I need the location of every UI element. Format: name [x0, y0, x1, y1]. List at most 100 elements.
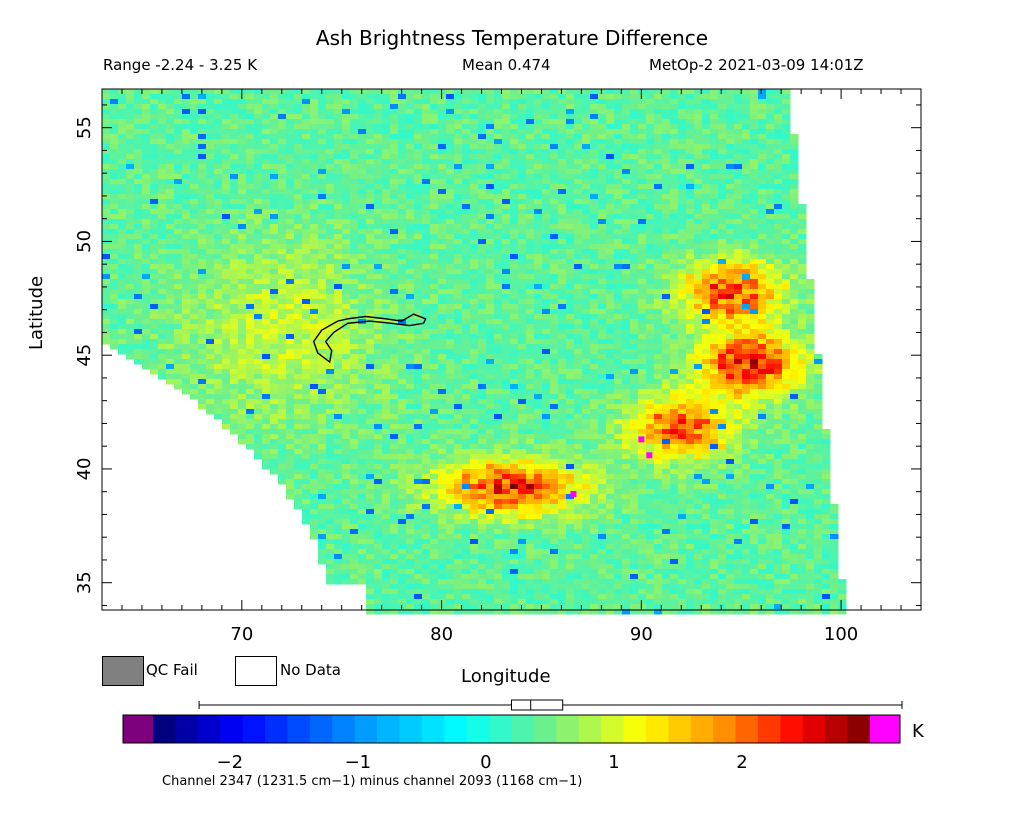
heatmap-cell	[150, 349, 159, 355]
heatmap-cell	[718, 189, 727, 195]
heatmap-cell	[374, 359, 383, 365]
heatmap-cell	[590, 314, 599, 320]
heatmap-cell	[446, 249, 455, 255]
heatmap-cell	[710, 229, 719, 235]
heatmap-cell	[582, 214, 591, 220]
heatmap-cell	[198, 239, 207, 245]
heatmap-cell	[782, 164, 791, 170]
heatmap-cell	[110, 189, 119, 195]
heatmap-cell	[670, 239, 679, 245]
heatmap-cell	[166, 119, 175, 125]
heatmap-cell	[334, 279, 343, 285]
heatmap-cell	[150, 259, 159, 265]
heatmap-cell	[246, 294, 255, 300]
heatmap-cell	[406, 289, 415, 295]
heatmap-cell	[462, 344, 471, 350]
heatmap-cell	[694, 314, 703, 320]
heatmap-cell	[454, 264, 463, 270]
heatmap-cell	[590, 369, 599, 375]
heatmap-cell	[422, 294, 431, 300]
heatmap-cell	[390, 164, 399, 170]
heatmap-cell	[782, 169, 791, 175]
heatmap-cell	[550, 194, 559, 200]
heatmap-cell	[406, 254, 415, 260]
heatmap-cell	[414, 279, 423, 285]
heatmap-cell	[534, 89, 543, 95]
heatmap-cell	[350, 154, 359, 160]
heatmap-cell	[230, 194, 239, 200]
heatmap-cell	[246, 344, 255, 350]
heatmap-cell	[726, 249, 735, 255]
heatmap-cell	[478, 364, 487, 370]
heatmap-cell	[214, 194, 223, 200]
heatmap-cell	[766, 314, 775, 320]
heatmap-cell	[742, 359, 751, 365]
heatmap-cell	[102, 184, 111, 190]
heatmap-cell	[526, 209, 535, 215]
heatmap-cell	[734, 104, 743, 110]
heatmap-cell	[238, 149, 247, 155]
heatmap-cell	[518, 209, 527, 215]
heatmap-cell	[646, 294, 655, 300]
heatmap-cell	[702, 354, 711, 360]
heatmap-cell	[798, 359, 807, 365]
heatmap-cell	[182, 109, 191, 115]
heatmap-cell	[646, 124, 655, 130]
heatmap-cell	[374, 164, 383, 170]
heatmap-cell	[550, 159, 559, 165]
heatmap-cell	[550, 209, 559, 215]
heatmap-cell	[406, 219, 415, 225]
heatmap-cell	[510, 329, 519, 335]
heatmap-cell	[758, 304, 767, 310]
heatmap-cell	[326, 169, 335, 175]
heatmap-cell	[758, 194, 767, 200]
heatmap-cell	[310, 294, 319, 300]
heatmap-cell	[766, 144, 775, 150]
heatmap-cell	[134, 314, 143, 320]
heatmap-cell	[566, 164, 575, 170]
heatmap-cell	[702, 114, 711, 120]
heatmap-cell	[406, 164, 415, 170]
heatmap-cell	[286, 254, 295, 260]
heatmap-cell	[398, 129, 407, 135]
heatmap-cell	[254, 319, 263, 325]
heatmap-cell	[710, 339, 719, 345]
heatmap-cell	[342, 249, 351, 255]
heatmap-cell	[358, 189, 367, 195]
heatmap-cell	[478, 189, 487, 195]
heatmap-cell	[102, 289, 111, 295]
heatmap-cell	[422, 164, 431, 170]
heatmap-cell	[166, 139, 175, 145]
heatmap-cell	[710, 119, 719, 125]
heatmap-cell	[726, 329, 735, 335]
heatmap-cell	[206, 229, 215, 235]
heatmap-cell	[398, 204, 407, 210]
heatmap-cell	[614, 319, 623, 325]
heatmap-cell	[110, 154, 119, 160]
heatmap-cell	[198, 319, 207, 325]
heatmap-cell	[494, 209, 503, 215]
heatmap-cell	[446, 314, 455, 320]
heatmap-cell	[118, 229, 127, 235]
heatmap-cell	[110, 89, 119, 95]
heatmap-cell	[742, 154, 751, 160]
heatmap-cell	[182, 144, 191, 150]
heatmap-cell	[110, 114, 119, 120]
heatmap-cell	[542, 224, 551, 230]
heatmap-cell	[438, 134, 447, 140]
heatmap-cell	[318, 299, 327, 305]
heatmap-cell	[398, 259, 407, 265]
heatmap-cell	[390, 104, 399, 110]
heatmap-cell	[678, 284, 687, 290]
heatmap-cell	[758, 149, 767, 155]
heatmap-cell	[358, 104, 367, 110]
heatmap-cell	[598, 369, 607, 375]
heatmap-cell	[702, 124, 711, 130]
heatmap-cell	[590, 194, 599, 200]
heatmap-cell	[502, 224, 511, 230]
heatmap-cell	[598, 179, 607, 185]
heatmap-cell	[254, 149, 263, 155]
heatmap-cell	[502, 154, 511, 160]
heatmap-cell	[558, 329, 567, 335]
heatmap-cell	[678, 319, 687, 325]
